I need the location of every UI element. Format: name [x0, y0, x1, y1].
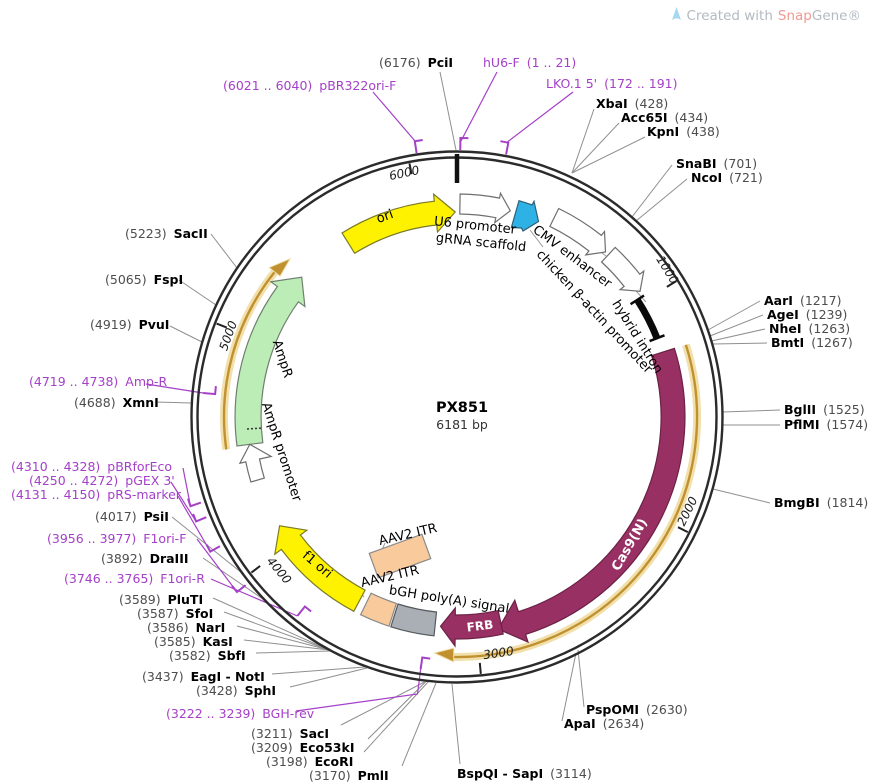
- backbone-ring-outer: [190, 150, 724, 684]
- enzyme-label-bspqi-sapi: BspQI - SapI (3114): [457, 766, 592, 781]
- primer-leader-lines: [145, 71, 574, 712]
- feature-chicken-promoter: [600, 246, 645, 292]
- enzyme-label-bmti: BmtI (1267): [771, 335, 853, 350]
- primer-label-f1ori-f: (3956 .. 3977) F1ori-F: [47, 531, 187, 546]
- enzyme-label-saci: (3211) SacI: [251, 726, 330, 741]
- primer-marks: [187, 136, 510, 670]
- primer-label-lko1-5: LKO.1 5' (172 .. 191): [546, 76, 678, 91]
- enzyme-label-ncoi: NcoI (721): [691, 170, 763, 185]
- watermark: Created with SnapGene®: [670, 5, 861, 24]
- feature-ampr-promoter: [238, 443, 273, 483]
- primer-mark-pbrforeco: [187, 498, 202, 508]
- primer-mark-prs-marker: [205, 544, 221, 553]
- feature-cmv-enhancer: [549, 207, 607, 256]
- primer-mark-f1ori-r: [296, 605, 312, 617]
- enzyme-label-pcii: (6176) PciI: [379, 55, 454, 70]
- feature-frb: [439, 606, 504, 648]
- watermark-text: Created with: [686, 8, 773, 24]
- feature-aav2-itr-attached: [359, 592, 398, 627]
- enzyme-label-pvui: (4919) PvuI: [90, 317, 170, 332]
- enzyme-label-agei: AgeI (1239): [767, 307, 848, 322]
- enzyme-label-draiii: (3892) DraIII: [101, 551, 189, 566]
- enzyme-label-nhei: NheI (1263): [769, 321, 851, 336]
- enzyme-label-sphi: (3428) SphI: [196, 683, 277, 698]
- primer-label-pbrforeco: (4310 .. 4328) pBRforEco: [11, 459, 173, 474]
- svg-text:3000: 3000: [482, 644, 515, 662]
- enzyme-label-ecori: (3198) EcoRI: [266, 754, 354, 769]
- primer-mark-amp-r: [203, 386, 217, 396]
- primer-mark-lko1-5: [500, 140, 510, 155]
- enzyme-label-pflmi: PflMI (1574): [784, 417, 869, 432]
- enzyme-label-kpni: KpnI (438): [647, 124, 720, 139]
- enzyme-label-pspomi: PspOMI (2630): [586, 702, 688, 717]
- orf-arc-cas9: [432, 343, 702, 663]
- enzyme-label-xbai: XbaI (428): [596, 96, 669, 111]
- watermark-brand-snap: Snap: [777, 8, 812, 24]
- enzyme-leader-lines: [155, 71, 781, 767]
- primer-label-pgex-3: (4250 .. 4272) pGEX 3': [29, 473, 175, 488]
- primer-label-amp-r: (4719 .. 4738) Amp-R: [29, 374, 168, 389]
- enzyme-label-xmni: (4688) XmnI: [74, 395, 159, 410]
- enzyme-label-sfoi: (3587) SfoI: [137, 606, 214, 621]
- enzyme-label-pmli: (3170) PmlI: [309, 768, 389, 782]
- orf-arc-ampr: [220, 257, 292, 450]
- feature-ampr: [234, 276, 306, 447]
- plasmid-name: PX851: [435, 400, 489, 416]
- enzyme-label-aari: AarI (1217): [764, 293, 842, 308]
- feature-grna-scaffold: [510, 199, 540, 232]
- enzyme-label-acc65i: Acc65I (434): [621, 110, 709, 125]
- feature-aav2-itr-floating: [368, 533, 432, 579]
- feature-cas9n: [497, 347, 686, 644]
- enzyme-label-snabi: SnaBI (701): [676, 156, 758, 171]
- primer-label-pbr322ori-f: (6021 .. 6040) pBR322ori-F: [223, 78, 397, 93]
- enzyme-label-nari: (3586) NarI: [147, 620, 226, 635]
- feature-bgh-polya: [390, 603, 438, 637]
- primer-label-prs-marker: (4131 .. 4150) pRS-marker: [11, 487, 181, 502]
- enzyme-label-bglii: BglII (1525): [784, 402, 865, 417]
- primer-label-hu6-f: hU6-F (1 .. 21): [483, 55, 577, 70]
- primer-label-bgh-rev: (3222 .. 3239) BGH-rev: [166, 706, 315, 721]
- enzyme-label-bmgbi: BmgBI (1814): [774, 495, 869, 510]
- enzyme-label-eagi-noti: (3437) EagI - NotI: [142, 669, 265, 684]
- enzyme-label-kasi: (3585) KasI: [154, 634, 233, 649]
- primer-mark-bgh-rev: [419, 656, 431, 670]
- scale-ticks: [216, 163, 689, 674]
- enzyme-label-pluti: (3589) PluTI: [119, 592, 204, 607]
- primer-label-f1ori-r: (3746 .. 3765) F1ori-R: [64, 571, 205, 586]
- enzyme-label-psii: (4017) PsiI: [95, 509, 169, 524]
- enzyme-label-apai: ApaI (2634): [564, 716, 645, 731]
- snapgene-icon: [671, 7, 681, 20]
- feature-ori: [341, 192, 457, 255]
- primer-mark-pbr322ori-f: [413, 139, 423, 154]
- enzyme-label-fspi: (5065) FspI: [105, 272, 184, 287]
- ampr-truncation-dots: [246, 427, 264, 430]
- primer-mark-hu6-f: [459, 136, 469, 151]
- plasmid-size: 6181 bp: [436, 417, 488, 432]
- feature-f1-ori: [273, 525, 366, 613]
- primer-mark-pgex-3: [192, 513, 207, 523]
- enzyme-label-eco53ki: (3209) Eco53kI: [251, 740, 355, 755]
- primer-mark-f1ori-f: [231, 584, 247, 594]
- enzyme-label-sacii: (5223) SacII: [125, 226, 208, 241]
- watermark-brand-gene: Gene®: [811, 8, 861, 24]
- feature-hybrid-intron: [629, 294, 665, 343]
- enzyme-label-sbfi: (3582) SbfI: [169, 648, 246, 663]
- svg-text:6000: 6000: [388, 163, 421, 183]
- feature-u6-promoter: [459, 191, 512, 225]
